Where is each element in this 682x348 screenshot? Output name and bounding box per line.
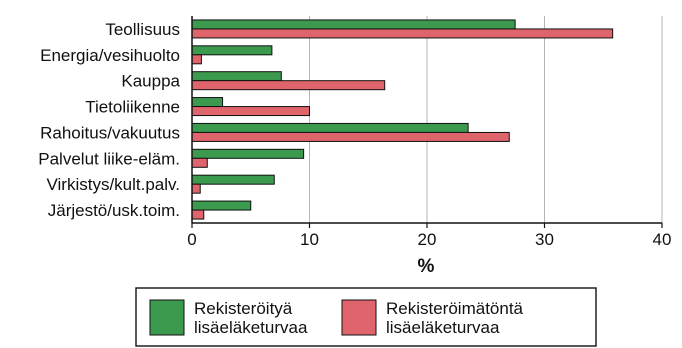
bar-registered [191, 97, 224, 108]
category-label: Kauppa [121, 72, 180, 91]
bar-registered [191, 45, 273, 56]
x-axis: 0 10 20 30 40 [187, 16, 671, 249]
legend-label: Rekisteröimätöntä [386, 299, 524, 318]
bar-unregistered [191, 28, 614, 39]
bar-unregistered [191, 183, 201, 194]
legend-label: Rekisteröityä [194, 299, 293, 318]
bar-registered [191, 71, 282, 82]
bar-registered [191, 19, 516, 30]
x-tick-label: 0 [187, 230, 196, 249]
bar-unregistered [191, 157, 208, 168]
x-axis-title: % [418, 256, 435, 277]
x-tick-label: 20 [418, 230, 437, 249]
category-label: Järjestö/usk.toim. [48, 201, 180, 220]
x-tick-label: 30 [535, 230, 554, 249]
legend-swatch [149, 299, 185, 336]
legend-swatch [341, 299, 377, 336]
category-label: Virkistys/kult.palv. [46, 175, 180, 194]
legend-label: lisäeläketurvaa [194, 318, 308, 337]
bar-registered [191, 148, 305, 159]
bars [191, 19, 614, 220]
bar-registered [191, 200, 252, 211]
grid-lines [309, 16, 663, 223]
bar-unregistered [191, 54, 202, 65]
category-label: Teollisuus [105, 20, 180, 39]
bar-registered [191, 174, 275, 185]
legend-label: lisäeläketurvaa [386, 318, 500, 337]
category-label: Rahoitus/vakuutus [40, 123, 180, 142]
x-tick-label: 40 [653, 230, 672, 249]
bar-registered [191, 122, 469, 133]
category-label: Energia/vesihuolto [40, 46, 180, 65]
bar-unregistered [191, 131, 510, 142]
x-tick-label: 10 [300, 230, 319, 249]
bar-unregistered [191, 106, 310, 117]
category-label: Palvelut liike-eläm. [38, 149, 180, 168]
category-label: Tietoliikenne [85, 98, 180, 117]
bar-unregistered [191, 80, 386, 91]
bar-unregistered [191, 209, 205, 220]
legend: RekisteröityälisäeläketurvaaRekisteröimä… [135, 287, 597, 347]
category-labels: Teollisuus Energia/vesihuolto Kauppa Tietol… [38, 20, 180, 220]
